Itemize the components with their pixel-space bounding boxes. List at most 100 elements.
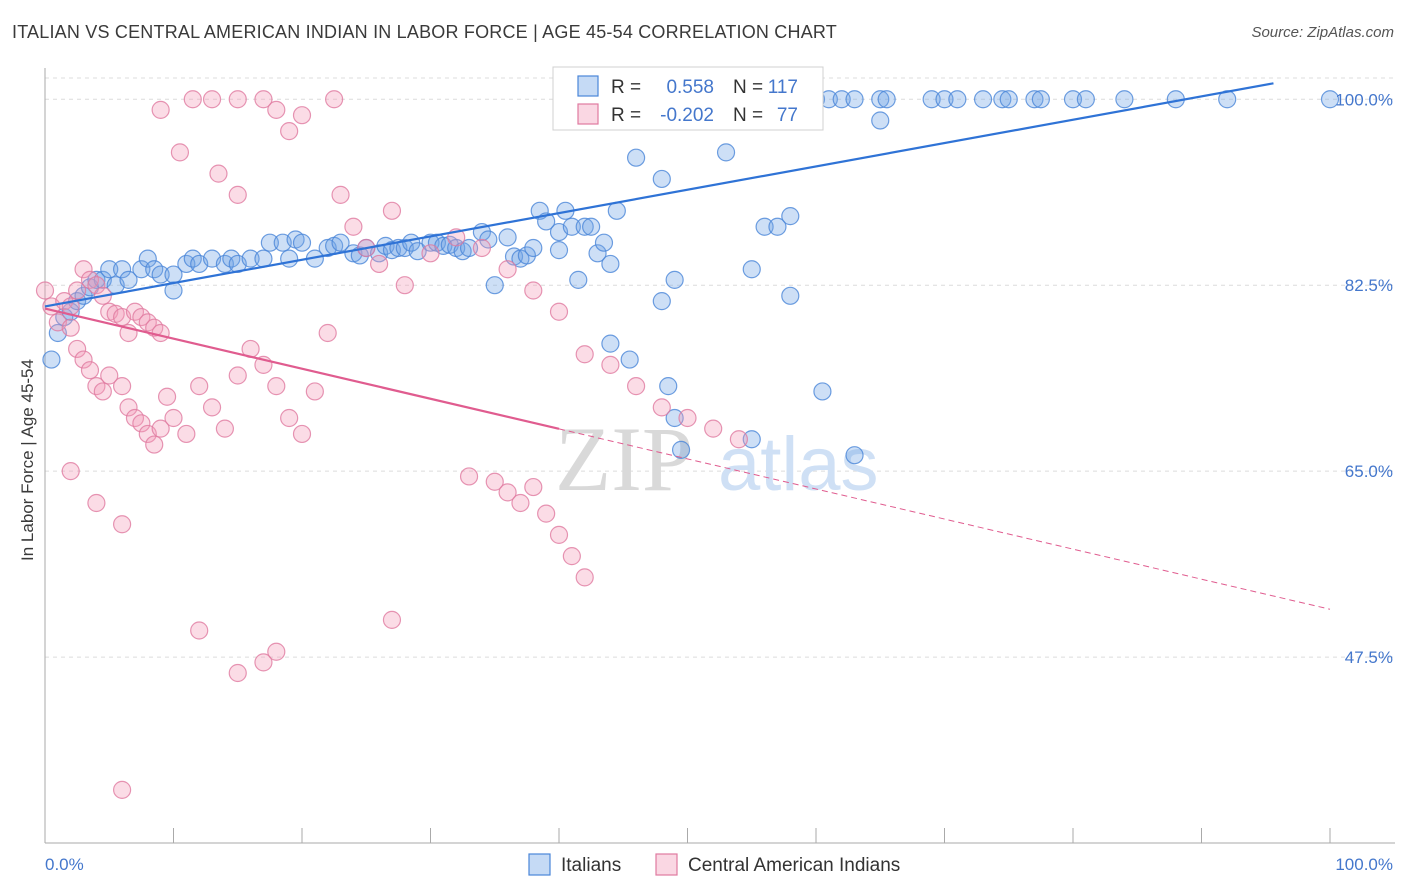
point-central-american-indians <box>151 323 170 343</box>
point-central-american-indians <box>331 185 350 204</box>
point-central-american-indians <box>177 424 196 444</box>
bottom-legend-swatch-central-american-indians <box>655 853 678 876</box>
point-central-american-indians <box>151 419 170 438</box>
point-italians <box>151 265 170 284</box>
point-central-american-indians <box>652 398 671 417</box>
point-central-american-indians <box>562 547 581 566</box>
point-central-american-indians <box>395 276 414 295</box>
point-italians <box>498 228 517 247</box>
trend-line-italians <box>44 82 1274 308</box>
point-central-american-indians <box>524 281 543 300</box>
point-italians <box>517 246 536 265</box>
point-central-american-indians <box>112 377 132 396</box>
point-italians <box>607 201 626 220</box>
point-central-american-indians <box>254 653 273 672</box>
point-central-american-indians <box>74 260 93 279</box>
point-italians <box>562 217 581 236</box>
point-central-american-indians <box>267 642 286 661</box>
point-italians <box>331 233 350 252</box>
point-italians <box>350 246 369 265</box>
point-central-american-indians <box>119 398 138 417</box>
trend-line-central-american-indians-extension <box>558 428 1331 610</box>
axes <box>44 68 1395 844</box>
point-central-american-indians <box>575 345 594 364</box>
point-italians <box>100 260 119 279</box>
point-italians <box>260 233 279 252</box>
y-axis-label: In Labor Force | Age 45-54 <box>18 359 37 561</box>
point-italians <box>781 207 800 226</box>
point-italians <box>569 270 588 289</box>
point-italians <box>1031 90 1050 109</box>
point-central-american-indians <box>485 472 504 491</box>
point-central-american-indians <box>382 610 402 629</box>
bottom-legend: Italians Central American Indians <box>528 853 900 876</box>
y-tick-label: 65.0% <box>1345 462 1393 481</box>
legend-r-value: -0.202 <box>660 105 714 126</box>
point-central-american-indians <box>68 339 87 359</box>
point-italians <box>620 350 639 369</box>
trend-lines <box>44 82 1331 610</box>
point-central-american-indians <box>267 377 286 396</box>
point-central-american-indians <box>280 122 299 141</box>
gridlines <box>45 77 1395 658</box>
point-central-american-indians <box>164 408 183 428</box>
point-italians <box>742 430 761 449</box>
point-italians <box>871 111 890 130</box>
point-central-american-indians <box>215 419 234 438</box>
tick-labels: 47.5% 65.0% 82.5% 100.0% 0.0% 100.0% <box>45 90 1393 874</box>
point-italians <box>665 270 684 289</box>
point-italians <box>948 90 967 109</box>
point-central-american-indians <box>74 350 93 369</box>
point-central-american-indians <box>202 398 222 417</box>
point-central-american-indians <box>80 361 100 380</box>
point-italians <box>119 270 138 289</box>
point-central-american-indians <box>267 100 286 119</box>
point-central-american-indians <box>209 164 228 183</box>
point-central-american-indians <box>292 106 312 125</box>
point-central-american-indians <box>511 493 530 513</box>
bottom-legend-label-central-american-indians: Central American Indians <box>688 855 900 876</box>
watermark-atlas: atlas <box>718 422 879 507</box>
point-central-american-indians <box>729 430 749 449</box>
point-italians <box>459 238 479 258</box>
x-tick-label-max: 100.0% <box>1335 855 1393 874</box>
x-tick-label-min: 0.0% <box>45 855 84 874</box>
legend-box: R = 0.558 N = 117 R = -0.202 N = 77 <box>552 66 824 131</box>
point-central-american-indians <box>421 244 440 263</box>
point-italians <box>999 90 1018 109</box>
point-central-american-indians <box>100 366 119 385</box>
point-italians <box>755 217 774 236</box>
point-central-american-indians <box>318 323 337 343</box>
point-central-american-indians <box>459 467 479 486</box>
bottom-legend-label-italians: Italians <box>561 855 621 876</box>
point-central-american-indians <box>344 217 363 236</box>
point-central-american-indians <box>549 302 569 321</box>
point-central-american-indians <box>61 318 80 337</box>
point-central-american-indians <box>292 424 312 444</box>
point-central-american-indians <box>228 185 247 204</box>
point-italians <box>87 270 106 289</box>
point-central-american-indians <box>35 281 55 300</box>
point-italians <box>1063 90 1083 109</box>
legend-swatch <box>577 103 599 125</box>
point-central-american-indians <box>678 408 697 428</box>
point-central-american-indians <box>254 90 273 109</box>
point-central-american-indians <box>382 201 402 220</box>
point-central-american-indians <box>183 90 202 109</box>
point-central-american-indians <box>93 382 112 401</box>
point-central-american-indians <box>524 477 543 497</box>
point-central-american-indians <box>87 276 106 295</box>
point-italians <box>781 286 800 305</box>
point-italians <box>485 276 504 295</box>
point-italians <box>626 148 646 167</box>
point-central-american-indians <box>68 281 87 300</box>
point-central-american-indians <box>87 493 106 513</box>
point-italians <box>132 260 151 279</box>
point-central-american-indians <box>537 504 556 523</box>
point-central-american-indians <box>228 366 247 385</box>
point-italians <box>549 241 569 260</box>
point-central-american-indians <box>145 435 164 454</box>
point-italians <box>241 249 260 268</box>
point-central-american-indians <box>549 525 569 544</box>
point-central-american-indians <box>132 414 151 433</box>
